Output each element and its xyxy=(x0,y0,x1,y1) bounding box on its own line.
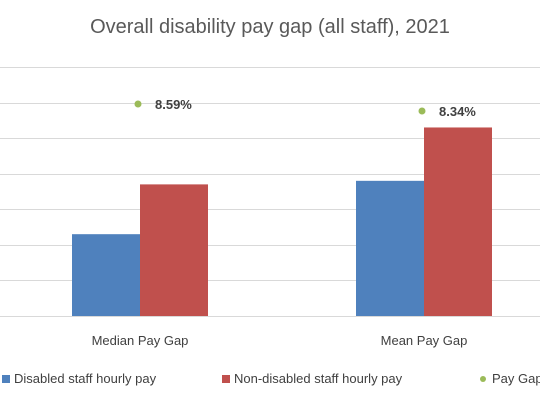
gap-markers: 8.59% 8.34% xyxy=(134,97,476,119)
bar-disabled-0 xyxy=(72,234,140,316)
category-label-0: Median Pay Gap xyxy=(92,333,189,348)
bar-non-disabled-1 xyxy=(424,127,492,316)
pay-gap-marker-1 xyxy=(418,107,426,115)
legend-swatch-non-disabled xyxy=(222,374,230,383)
legend-marker-pay-gap xyxy=(480,375,486,382)
category-label-1: Mean Pay Gap xyxy=(381,333,468,348)
legend-label-non-disabled: Non-disabled staff hourly pay xyxy=(234,371,403,386)
chart-title: Overall disability pay gap (all staff), … xyxy=(90,16,450,38)
pay-gap-marker-0 xyxy=(134,100,142,108)
legend-swatch-disabled xyxy=(2,374,10,383)
legend-label-disabled: Disabled staff hourly pay xyxy=(14,371,157,386)
bar-non-disabled-0 xyxy=(140,184,208,316)
legend-item-pay-gap: Pay Gap xyxy=(480,371,540,386)
pay-gap-label-0: 8.59% xyxy=(155,97,192,112)
legend-label-pay-gap: Pay Gap xyxy=(492,371,540,386)
legend-item-non-disabled: Non-disabled staff hourly pay xyxy=(222,371,402,386)
legend: Disabled staff hourly pay Non-disabled s… xyxy=(0,371,540,391)
pay-gap-label-1: 8.34% xyxy=(439,104,476,119)
category-labels: Median Pay Gap Mean Pay Gap xyxy=(92,333,468,348)
legend-item-disabled: Disabled staff hourly pay xyxy=(2,371,156,386)
bar-disabled-1 xyxy=(356,180,424,316)
bars xyxy=(72,127,492,316)
